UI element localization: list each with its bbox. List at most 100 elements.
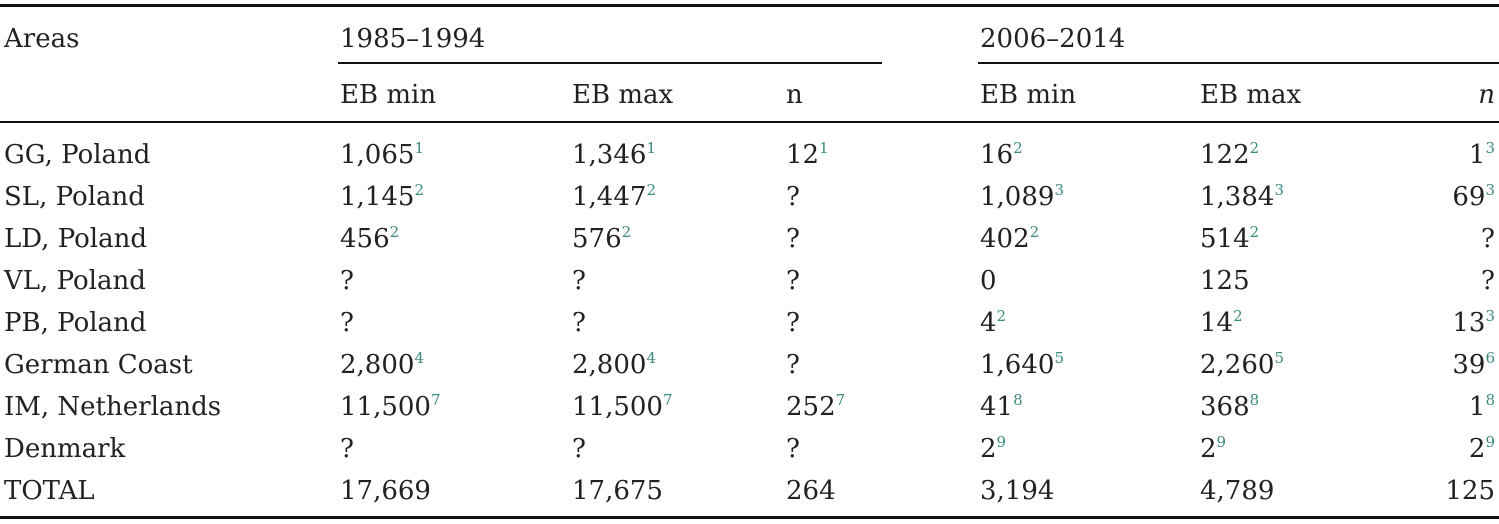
- cell: ?: [786, 434, 800, 464]
- cell-value: 1,384: [1200, 182, 1275, 212]
- cell-value: 2: [1200, 434, 1217, 464]
- cell-value: 2,800: [572, 350, 647, 380]
- cell-value: ?: [786, 182, 800, 212]
- cell-value: 1,346: [572, 140, 647, 170]
- row-label: TOTAL: [4, 476, 95, 506]
- cell: 2,8004: [340, 350, 424, 380]
- row-label: IM, Netherlands: [4, 392, 222, 422]
- cell: ?: [340, 434, 354, 464]
- cell-value: 16: [980, 140, 1014, 170]
- footnote-ref: 3: [1274, 181, 1284, 199]
- cell-value: 368: [1200, 392, 1250, 422]
- cell: ?: [572, 308, 586, 338]
- cell-value: ?: [1481, 224, 1495, 254]
- cell-value: 264: [786, 476, 836, 506]
- cell: 18: [1469, 392, 1495, 422]
- cell: 2,8004: [572, 350, 656, 380]
- cell: 1,0893: [980, 182, 1064, 212]
- cell: 42: [980, 308, 1006, 338]
- footnote-ref: 9: [1485, 433, 1495, 451]
- cell-value: 576: [572, 224, 622, 254]
- footnote-ref: 6: [1485, 349, 1495, 367]
- cell-value: ?: [572, 434, 586, 464]
- cell-value: ?: [786, 308, 800, 338]
- footnote-ref: 2: [621, 223, 632, 241]
- cell-value: ?: [786, 434, 800, 464]
- cell-value: 17,675: [572, 476, 663, 506]
- footnote-ref: 7: [835, 391, 846, 409]
- cell: 264: [786, 476, 836, 506]
- footnote-ref: 2: [1013, 139, 1023, 157]
- cell-value: 1: [1468, 392, 1486, 422]
- cell: 1,3461: [572, 140, 656, 170]
- cell: 29: [1200, 434, 1226, 464]
- group-header: 1985–1994: [340, 24, 486, 54]
- cell-value: ?: [572, 266, 586, 296]
- cell: 11,5007: [340, 392, 441, 422]
- cell: 1,4472: [572, 182, 656, 212]
- row-label: PB, Poland: [4, 308, 147, 338]
- cell: 2,2605: [1200, 350, 1284, 380]
- row-label: GG, Poland: [4, 140, 151, 170]
- bottom-rule: [0, 516, 1499, 519]
- footnote-ref: 8: [1485, 391, 1495, 409]
- cell-value: ?: [1481, 266, 1495, 296]
- footnote-ref: 3: [1485, 181, 1495, 199]
- cell-value: 4,789: [1200, 476, 1275, 506]
- cell-value: 1,447: [572, 182, 647, 212]
- cell: 29: [1469, 434, 1495, 464]
- top-rule: [0, 4, 1499, 7]
- footnote-ref: 4: [414, 349, 424, 367]
- cell: ?: [786, 350, 800, 380]
- cell: 133: [1452, 308, 1495, 338]
- cell: 1,0651: [340, 140, 424, 170]
- cell: ?: [572, 266, 586, 296]
- cell: 0: [980, 266, 997, 296]
- footnote-ref: 3: [1054, 181, 1064, 199]
- cell: 3,194: [980, 476, 1054, 506]
- footnote-ref: 2: [1249, 223, 1260, 241]
- cell-value: 1,065: [340, 140, 415, 170]
- cell: 418: [980, 392, 1023, 422]
- row-label: SL, Poland: [4, 182, 145, 212]
- footnote-ref: 2: [646, 181, 656, 199]
- cell: ?: [340, 308, 354, 338]
- footnote-ref: 7: [662, 391, 673, 409]
- cell-value: 1,640: [980, 350, 1055, 380]
- cell-value: 11,500: [340, 392, 431, 422]
- cell: 1,6405: [980, 350, 1064, 380]
- column-header: EB min: [980, 80, 1077, 110]
- cell: 125: [1200, 266, 1250, 296]
- footnote-ref: 5: [1274, 349, 1284, 367]
- footnote-ref: 3: [1485, 307, 1495, 325]
- cell: 1222: [1200, 140, 1259, 170]
- cell-value: 11,500: [572, 392, 663, 422]
- cell-value: 514: [1200, 224, 1250, 254]
- group-rule: [978, 62, 1499, 64]
- cell: 17,675: [572, 476, 663, 506]
- cell: 5762: [572, 224, 631, 254]
- footnote-ref: 2: [996, 307, 1007, 325]
- cell-value: 0: [980, 266, 997, 296]
- footnote-ref: 1: [414, 139, 424, 157]
- cell-value: ?: [340, 266, 354, 296]
- column-header: EB min: [340, 80, 437, 110]
- footnote-ref: 2: [414, 181, 424, 199]
- cell: ?: [1481, 224, 1495, 254]
- footnote-ref: 5: [1054, 349, 1064, 367]
- footnote-ref: 9: [996, 433, 1007, 451]
- cell-value: 13: [1452, 308, 1486, 338]
- footnote-ref: 1: [819, 139, 829, 157]
- cell-value: ?: [786, 266, 800, 296]
- row-label: LD, Poland: [4, 224, 148, 254]
- column-header: n: [786, 80, 803, 110]
- cell: 693: [1452, 182, 1495, 212]
- cell-value: 17,669: [340, 476, 431, 506]
- group-rule: [338, 62, 882, 64]
- cell: ?: [786, 182, 800, 212]
- cell: 13: [1469, 140, 1495, 170]
- footnote-ref: 8: [1249, 391, 1260, 409]
- cell: ?: [1481, 266, 1495, 296]
- cell: 121: [786, 140, 829, 170]
